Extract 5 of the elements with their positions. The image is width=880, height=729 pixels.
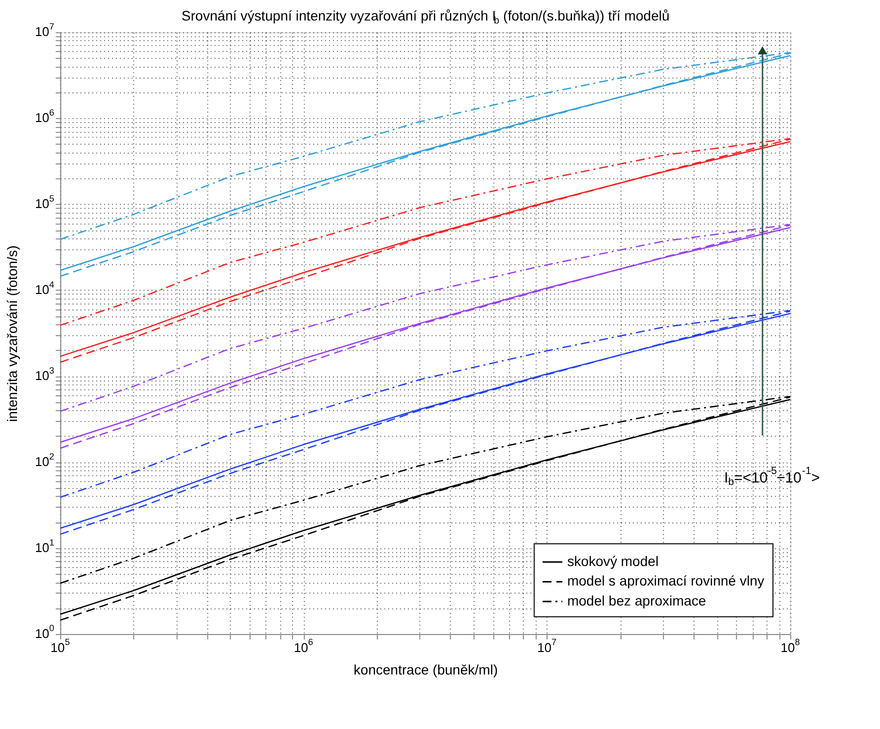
legend-label: model bez aproximace: [567, 592, 706, 608]
x-axis-title: koncentrace (buněk/ml): [354, 661, 498, 678]
legend-label: skokový model: [567, 552, 659, 569]
legend-label: model s aproximací rovinné vlny: [567, 572, 764, 589]
y-axis-title: intenzita vyzařování (foton/s): [4, 245, 20, 422]
